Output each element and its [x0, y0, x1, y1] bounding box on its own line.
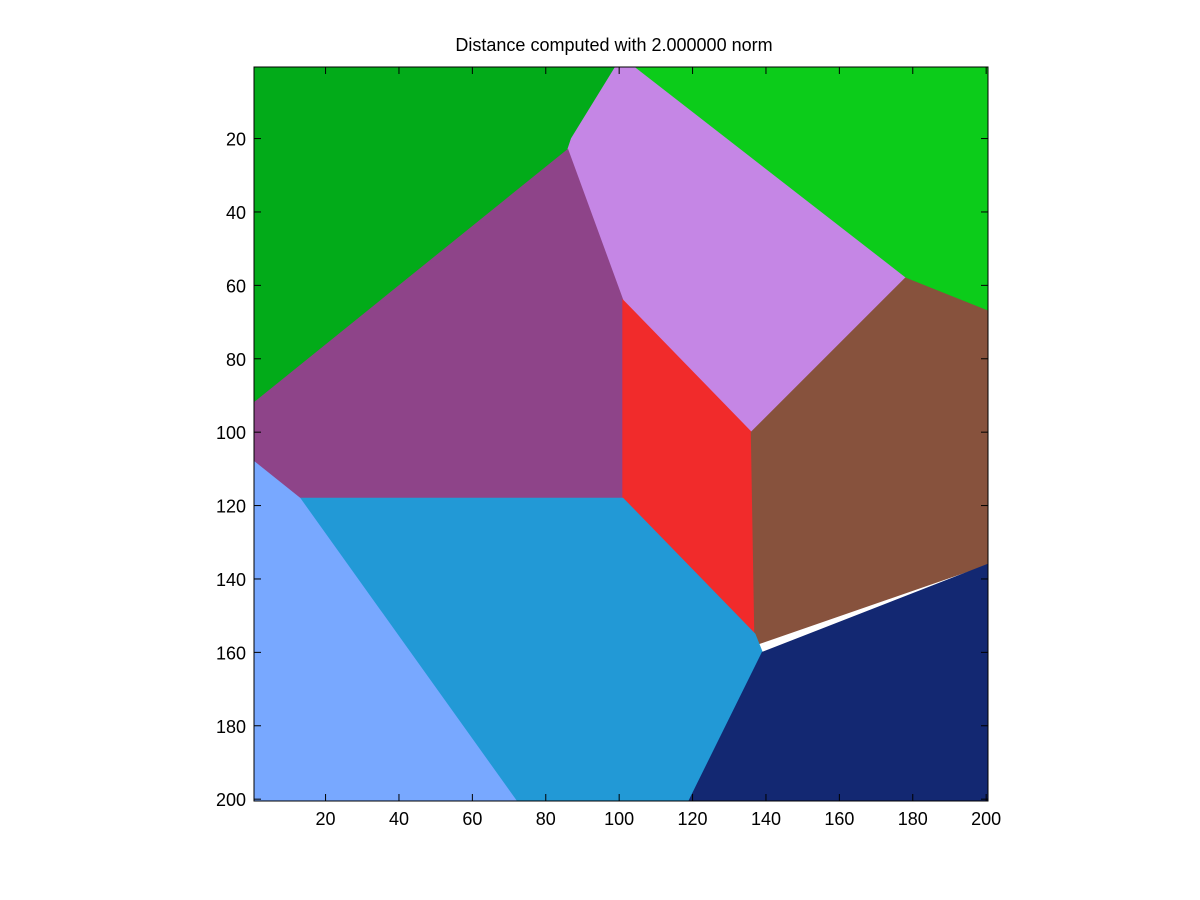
- x-tick-label: 140: [751, 809, 781, 829]
- x-tick-label: 120: [678, 809, 708, 829]
- y-tick-label: 100: [216, 423, 246, 443]
- x-tick-label: 60: [462, 809, 482, 829]
- x-tick-label: 20: [316, 809, 336, 829]
- y-tick-label: 40: [226, 203, 246, 223]
- y-tick-label: 200: [216, 790, 246, 810]
- y-tick-label: 140: [216, 570, 246, 590]
- x-tick-label: 200: [971, 809, 1001, 829]
- y-tick-label: 160: [216, 643, 246, 663]
- y-tick-label: 60: [226, 276, 246, 296]
- plot-area: [253, 66, 989, 802]
- y-tick-label: 120: [216, 497, 246, 517]
- x-tick-label: 160: [824, 809, 854, 829]
- y-tick-label: 180: [216, 717, 246, 737]
- x-tick-label: 80: [536, 809, 556, 829]
- chart-title: Distance computed with 2.000000 norm: [455, 35, 772, 55]
- x-tick-label: 100: [604, 809, 634, 829]
- axes-frame: [253, 66, 989, 802]
- x-tick-label: 40: [389, 809, 409, 829]
- y-tick-label: 20: [226, 130, 246, 150]
- axis-ticks: 20 40 60 80 100 120 140 160 180 200 20 40 60 80 100 120…: [216, 67, 1001, 829]
- x-tick-label: 180: [898, 809, 928, 829]
- y-tick-label: 80: [226, 350, 246, 370]
